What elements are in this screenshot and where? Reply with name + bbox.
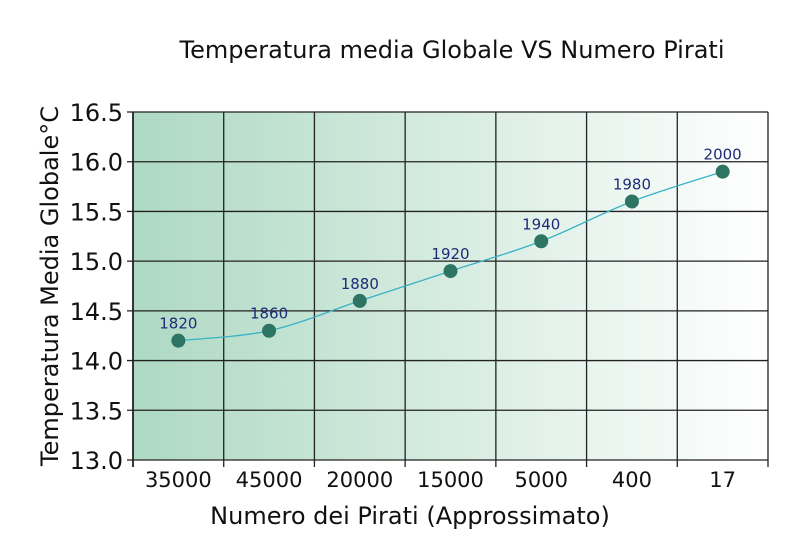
y-tick-label: 15.0 bbox=[70, 248, 123, 276]
y-tick-label: 13.5 bbox=[70, 397, 123, 425]
data-point-label: 1860 bbox=[250, 305, 288, 323]
data-point bbox=[534, 234, 549, 249]
x-tick-label: 15000 bbox=[417, 468, 484, 492]
data-point-label: 1920 bbox=[431, 245, 469, 263]
y-axis-label: Temperatura Media Globale°C bbox=[36, 106, 64, 467]
data-point-label: 2000 bbox=[704, 146, 742, 164]
x-tick-label: 5000 bbox=[514, 468, 567, 492]
data-point-label: 1880 bbox=[341, 275, 379, 293]
x-tick-label: 35000 bbox=[145, 468, 212, 492]
y-tick-label: 16.0 bbox=[70, 149, 123, 177]
y-tick-label: 14.5 bbox=[70, 298, 123, 326]
plot-background bbox=[133, 112, 768, 460]
data-point-label: 1820 bbox=[159, 315, 197, 333]
data-point-label: 1980 bbox=[613, 175, 651, 193]
y-tick-label: 16.5 bbox=[70, 99, 123, 127]
data-point bbox=[715, 164, 730, 179]
y-tick-label: 14.0 bbox=[70, 348, 123, 376]
x-axis-label: Numero dei Pirati (Approssimato) bbox=[210, 502, 610, 530]
x-tick-label: 17 bbox=[709, 468, 736, 492]
x-tick-label: 20000 bbox=[326, 468, 393, 492]
data-point bbox=[443, 264, 458, 279]
y-tick-label: 13.0 bbox=[70, 447, 123, 475]
data-point bbox=[262, 323, 277, 338]
y-tick-label: 15.5 bbox=[70, 198, 123, 226]
data-point bbox=[352, 293, 367, 308]
chart-title: Temperatura media Globale VS Numero Pira… bbox=[179, 36, 725, 64]
data-point bbox=[624, 194, 639, 209]
x-tick-label: 400 bbox=[612, 468, 652, 492]
data-point bbox=[171, 333, 186, 348]
x-tick-label: 45000 bbox=[236, 468, 303, 492]
data-point-label: 1940 bbox=[522, 215, 560, 233]
